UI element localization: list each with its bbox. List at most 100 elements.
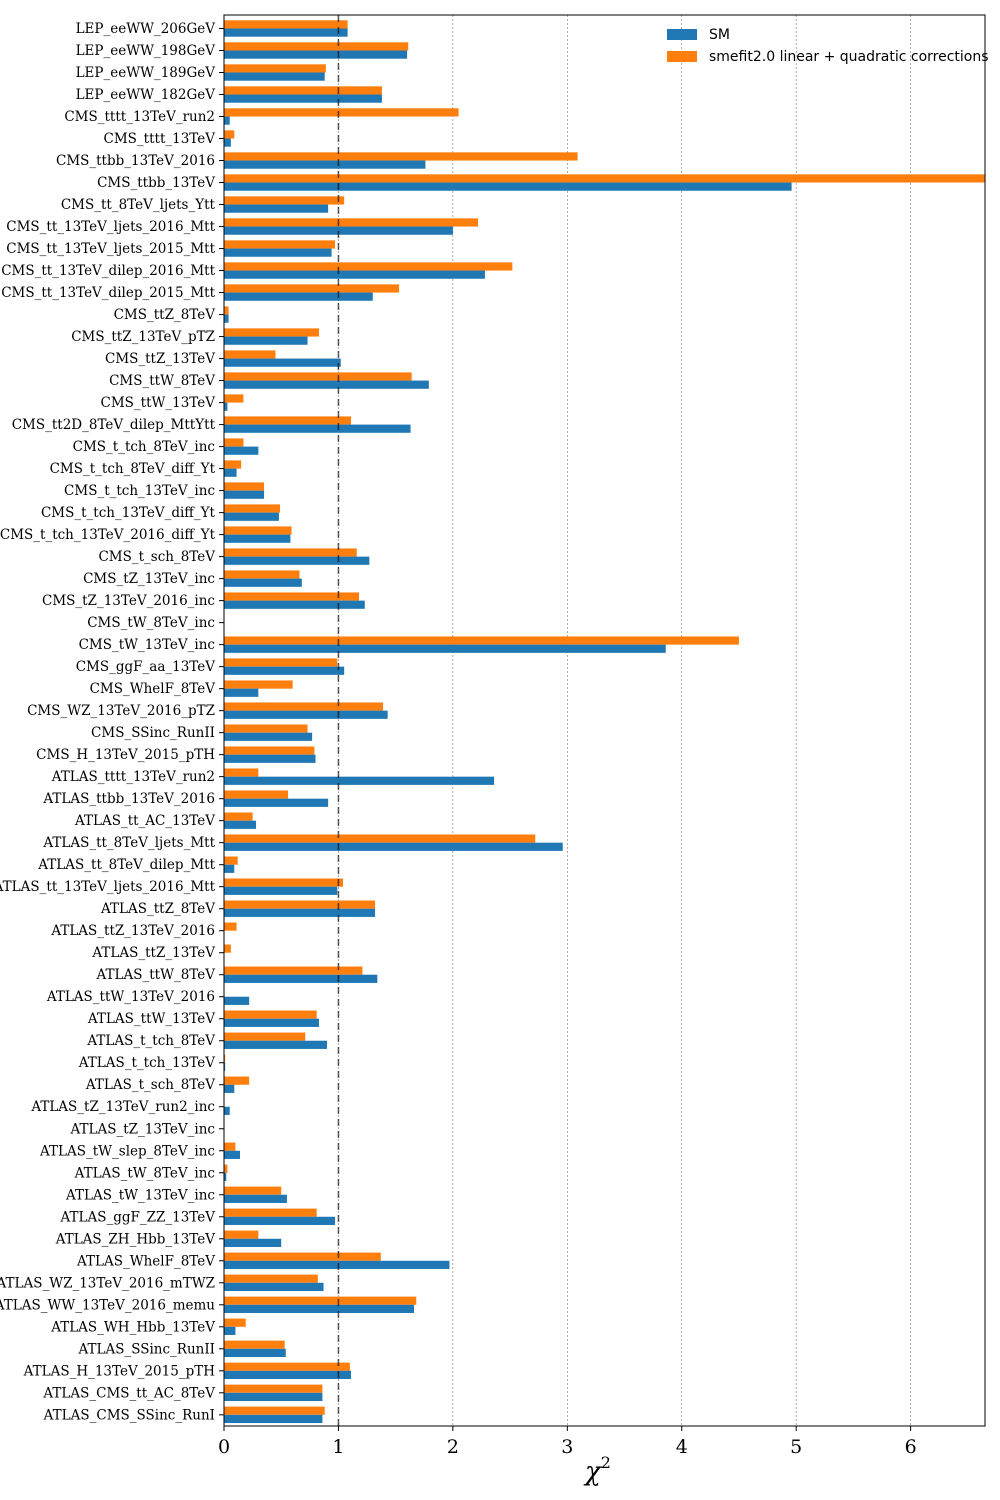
bar-sm — [224, 732, 313, 741]
category-label: ATLAS_ttZ_13TeV — [91, 945, 215, 961]
bar-sm — [224, 864, 235, 873]
bar-sm — [224, 1260, 450, 1269]
bar-sm — [224, 1238, 282, 1247]
bar-smefit — [224, 372, 412, 381]
bar-sm — [224, 578, 302, 587]
bar-sm — [224, 182, 792, 191]
category-label: ATLAS_ttW_13TeV_2016 — [46, 989, 215, 1005]
bar-sm — [224, 600, 365, 609]
category-label: ATLAS_ZH_Hbb_13TeV — [55, 1231, 216, 1247]
category-label: CMS_t_tch_8TeV_diff_Yt — [50, 461, 216, 477]
bar-smefit — [224, 174, 985, 183]
bar-smefit — [224, 218, 479, 227]
bar-sm — [224, 116, 230, 125]
category-label: CMS_t_tch_13TeV_diff_Yt — [41, 505, 216, 521]
bar-sm — [224, 72, 325, 81]
bar-smefit — [224, 1010, 317, 1019]
bar-smefit — [224, 1274, 318, 1283]
bar-sm — [224, 446, 259, 455]
bar-smefit — [224, 108, 459, 117]
bar-smefit — [224, 152, 578, 161]
bar-smefit — [224, 922, 237, 931]
bar-sm — [224, 776, 495, 785]
category-label: ATLAS_ttbb_13TeV_2016 — [42, 791, 215, 807]
bar-sm — [224, 1304, 414, 1313]
bar-sm — [224, 1414, 323, 1424]
legend-label-smefit: smefit2.0 linear + quadratic corrections — [709, 49, 989, 65]
category-label: ATLAS_tt_13TeV_ljets_2016_Mtt — [0, 879, 216, 895]
category-label: ATLAS_ttZ_8TeV — [100, 901, 215, 917]
bar-smefit — [224, 1164, 228, 1173]
bar-sm — [224, 138, 231, 147]
x-tick-label: 5 — [790, 1436, 802, 1458]
bar-smefit — [224, 1076, 250, 1085]
bar-sm — [224, 974, 378, 983]
category-label: ATLAS_tW_8TeV_inc — [74, 1165, 215, 1181]
bar-sm — [224, 336, 308, 345]
bar-smefit — [224, 790, 289, 799]
category-label: ATLAS_WH_Hbb_13TeV — [50, 1319, 215, 1335]
category-label: ATLAS_WhelF_8TeV — [76, 1253, 215, 1269]
x-tick-label: 6 — [905, 1436, 917, 1458]
bar-sm — [224, 1370, 352, 1380]
bar-sm — [224, 1062, 226, 1071]
x-tick-label: 2 — [447, 1436, 459, 1458]
bar-smefit — [224, 768, 259, 777]
bar-sm — [224, 292, 373, 301]
y-tick-labels: LEP_eeWW_206GeV LEP_eeWW_198GeV LEP_eeWW_1… — [0, 21, 224, 1423]
category-label: CMS_WhelF_8TeV — [90, 681, 216, 697]
bar-smefit — [224, 240, 336, 249]
bar-sm — [224, 28, 348, 37]
category-label: ATLAS_tW_13TeV_inc — [65, 1187, 215, 1203]
bar-sm — [224, 1216, 336, 1225]
category-label: ATLAS_t_tch_13TeV — [78, 1055, 215, 1071]
category-label: ATLAS_WW_13TeV_2016_memu — [0, 1297, 215, 1313]
bar-smefit — [224, 130, 235, 139]
x-axis-title: χ2 — [583, 1453, 611, 1487]
bar-sm — [224, 204, 329, 213]
category-label: CMS_ttZ_13TeV — [105, 351, 215, 367]
bar-smefit — [224, 1362, 350, 1371]
bar-smefit — [224, 42, 409, 51]
category-label: ATLAS_tZ_13TeV_inc — [70, 1121, 215, 1137]
x-ticks: 0 1 2 3 4 5 6 — [218, 1426, 917, 1458]
bar-sm — [224, 512, 279, 521]
bar-smefit — [224, 350, 276, 359]
bar-smefit — [224, 328, 319, 337]
legend-swatch-sm — [667, 29, 697, 40]
bar-smefit — [224, 1384, 323, 1393]
plot-frame — [223, 14, 986, 1427]
category-label: CMS_ttZ_13TeV_pTZ — [71, 329, 215, 345]
bar-sm — [224, 644, 666, 653]
bar-smefit — [224, 482, 265, 491]
legend-swatch-smefit — [667, 51, 697, 62]
bar-sm — [224, 468, 237, 477]
bar-sm — [224, 402, 228, 411]
bar-smefit — [224, 900, 376, 909]
bar-sm — [224, 996, 250, 1005]
category-label: LEP_eeWW_182GeV — [76, 87, 216, 103]
bar-sm — [224, 314, 229, 323]
category-label: CMS_tt2D_8TeV_dilep_MttYtt — [12, 417, 216, 433]
bar-smefit — [224, 438, 244, 447]
category-label: CMS_ttZ_8TeV — [114, 307, 216, 323]
bar-sm — [224, 556, 370, 565]
bar-smefit — [224, 504, 281, 513]
category-label: ATLAS_ttW_8TeV — [96, 967, 216, 983]
x-axis-title-superscript: 2 — [601, 1453, 611, 1472]
category-label: CMS_tt_13TeV_dilep_2015_Mtt — [1, 285, 215, 301]
bar-smefit — [224, 1142, 236, 1151]
category-label: CMS_t_sch_8TeV — [98, 549, 215, 565]
bar-sm — [224, 1150, 241, 1159]
bar-smefit — [224, 196, 345, 205]
bar-smefit — [224, 1032, 306, 1041]
bar-sm — [224, 1282, 324, 1291]
category-label: CMS_tt_13TeV_ljets_2016_Mtt — [6, 219, 215, 235]
category-label: CMS_WZ_13TeV_2016_pTZ — [27, 703, 215, 719]
bar-smefit — [224, 306, 229, 315]
bar-smefit — [224, 1296, 417, 1305]
bar-sm — [224, 534, 291, 543]
bar-smefit — [224, 86, 382, 95]
category-label: CMS_tttt_13TeV — [104, 131, 216, 147]
